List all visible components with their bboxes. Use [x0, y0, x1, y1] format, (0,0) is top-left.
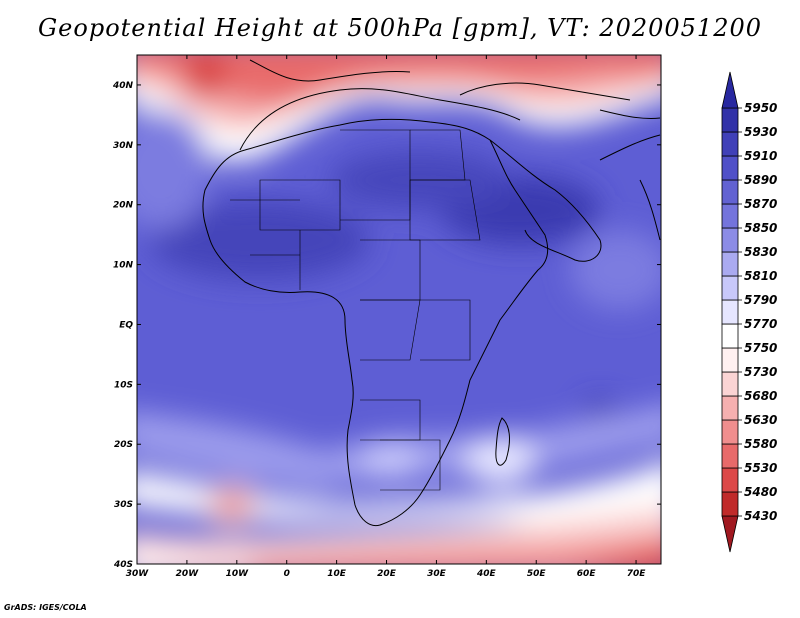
colorbar-label: 5850 — [744, 221, 777, 235]
colorbar-label: 5530 — [744, 461, 777, 475]
colorbar-swatch — [721, 251, 739, 277]
colorbar-swatch — [721, 371, 739, 397]
colorbar-label: 5750 — [744, 341, 777, 355]
lon-tick-label: 40E — [476, 569, 497, 579]
colorbar-label: 5910 — [744, 149, 777, 163]
lon-tick-label: 10W — [226, 569, 250, 579]
colorbar-swatch — [721, 419, 739, 445]
colorbar-swatch — [721, 395, 739, 421]
credit-label: GrADS: IGES/COLA — [4, 603, 87, 612]
colorbar-label: 5790 — [744, 293, 777, 307]
colorbar-label: 5930 — [744, 125, 777, 139]
colorbar-swatch — [721, 347, 739, 373]
colorbar-swatch — [721, 275, 739, 301]
lat-tick-label: 30N — [113, 141, 134, 151]
colorbar-label: 5810 — [744, 269, 777, 283]
colorbar-label: 5870 — [744, 197, 777, 211]
lon-tick-label: 50E — [527, 569, 547, 579]
colorbar-swatch — [721, 155, 739, 181]
colorbar-label: 5680 — [744, 389, 777, 403]
lat-tick-label: 30S — [114, 500, 133, 510]
colorbar: 5430 5480 5530 5580 5630 5680 5730 5750 5770 5790… — [721, 71, 777, 553]
height-field — [137, 55, 661, 564]
colorbar-label: 5480 — [744, 485, 777, 499]
colorbar-label: 5730 — [744, 365, 777, 379]
map-frame — [136, 54, 662, 565]
map-title: Geopotential Height at 500hPa [gpm], VT:… — [38, 14, 762, 42]
colorbar-swatch — [721, 203, 739, 229]
coastlines — [202, 59, 661, 527]
colorbar-swatch — [721, 179, 739, 205]
colorbar-label: 5580 — [744, 437, 777, 451]
colorbar-label: 5630 — [744, 413, 777, 427]
lon-tick-label: 10E — [327, 569, 347, 579]
colorbar-swatch — [721, 131, 739, 157]
lat-axis: 40S 30S 20S 10S EQ 10N 20N 30N 40N — [112, 81, 661, 570]
colorbar-swatch — [721, 227, 739, 253]
lat-tick-label: 10S — [114, 380, 133, 390]
lat-tick-label: 20N — [113, 201, 134, 211]
lon-tick-label: 0 — [284, 569, 290, 579]
colorbar-label: 5950 — [744, 101, 777, 115]
lat-tick-label: 20S — [114, 440, 133, 450]
colorbar-min-arrow — [721, 515, 739, 553]
country-borders — [230, 129, 481, 491]
lon-tick-label: 30W — [126, 569, 150, 579]
lat-tick-label: 40N — [112, 81, 134, 91]
colorbar-max-arrow — [721, 71, 739, 109]
colorbar-swatch — [721, 299, 739, 325]
colorbar-swatch — [721, 491, 739, 517]
colorbar-swatch — [721, 443, 739, 469]
colorbar-swatch — [721, 323, 739, 349]
colorbar-swatch — [721, 467, 739, 493]
lon-tick-label: 30E — [427, 569, 447, 579]
lon-axis: 30W 20W 10W 0 10E 20E 30E 40E 50E 60E 70E — [126, 55, 646, 579]
lon-tick-label: 60E — [577, 569, 597, 579]
colorbar-label: 5830 — [744, 245, 777, 259]
colorbar-label: 5430 — [744, 509, 777, 523]
lon-tick-label: 20W — [176, 569, 200, 579]
lon-tick-label: 70E — [627, 569, 647, 579]
lon-tick-label: 20E — [377, 569, 397, 579]
colorbar-label: 5770 — [744, 317, 777, 331]
lat-tick-label: 10N — [113, 261, 134, 271]
colorbar-label: 5890 — [744, 173, 777, 187]
lat-tick-label: 40S — [113, 560, 133, 570]
colorbar-swatch — [721, 107, 739, 133]
lat-tick-label: EQ — [119, 320, 133, 330]
